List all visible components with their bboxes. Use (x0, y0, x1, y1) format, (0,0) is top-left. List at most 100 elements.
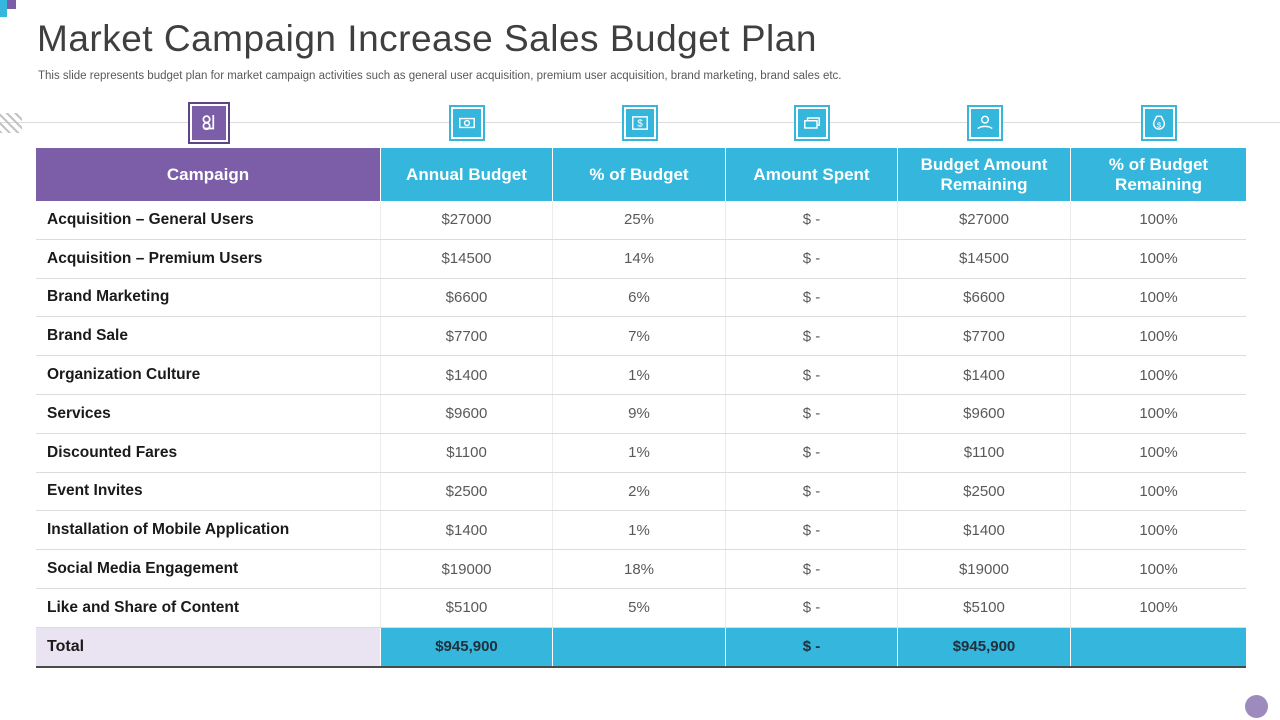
table-row: Brand Sale $7700 7% $ - $7700 100% (36, 317, 1246, 357)
value-cell: $ - (726, 356, 898, 394)
value-cell: 100% (1139, 288, 1178, 306)
value-cell: $ - (726, 588, 898, 627)
campaign-name-cell: Discounted Fares (36, 433, 381, 472)
value-cell: $ - (726, 433, 898, 472)
total-pct-remaining-cell (1071, 627, 1246, 666)
money-bag-icon: $ (1140, 105, 1177, 141)
campaign-name-cell: Event Invites (36, 472, 381, 511)
table-row: Services $9600 9% $ - $9600 100% (36, 394, 1246, 434)
value-cell: $6600 (898, 278, 1071, 317)
value-cell: 100% (1139, 250, 1178, 268)
value-cell: 1% (553, 356, 726, 394)
page-title: Market Campaign Increase Sales Budget Pl… (37, 18, 817, 59)
value-cell: 1% (553, 433, 726, 472)
table-body: Acquisition – General Users $27000 25% $ - $… (36, 201, 1246, 628)
total-amount-spent-cell: $ - (726, 627, 898, 666)
value-cell: $9600 (381, 394, 553, 433)
value-cell: 100% (1139, 482, 1178, 500)
column-header-pct-budget-remaining: % of Budget Remaining (1071, 148, 1246, 201)
table-row: Like and Share of Content $5100 5% $ - $5100… (36, 588, 1246, 628)
value-cell: $1400 (898, 356, 1071, 394)
value-cell: $ - (726, 239, 898, 278)
value-cell: $ - (726, 550, 898, 588)
corner-purple-square (7, 0, 16, 9)
value-cell: 100% (1139, 211, 1178, 229)
value-cell: $2500 (898, 472, 1071, 511)
value-cell: $14500 (381, 239, 553, 278)
value-cell: $ - (726, 472, 898, 511)
value-cell: $2500 (381, 472, 553, 511)
value-cell: $ - (726, 201, 898, 239)
column-header-campaign: Campaign (36, 148, 381, 201)
value-cell: 100% (1139, 599, 1178, 617)
campaign-name-cell: Acquisition – Premium Users (36, 239, 381, 278)
hatch-decoration (0, 113, 22, 133)
hand-money-icon (966, 105, 1003, 141)
campaign-name-cell: Services (36, 394, 381, 433)
value-cell: $7700 (898, 317, 1071, 356)
budget-table: Campaign Annual Budget % of Budget Amoun… (36, 148, 1246, 668)
campaign-name-cell: Brand Sale (36, 317, 381, 356)
svg-text:$: $ (1156, 120, 1161, 129)
total-pct-of-budget-cell (553, 627, 726, 666)
value-cell: 100% (1139, 560, 1178, 578)
value-cell: $7700 (381, 317, 553, 356)
dollar-bill-icon: $ (621, 105, 658, 141)
table-row: Installation of Mobile Application $1400 1… (36, 511, 1246, 551)
table-row: Acquisition – General Users $27000 25% $ - $… (36, 201, 1246, 240)
table-row: Event Invites $2500 2% $ - $2500 100% (36, 472, 1246, 512)
value-cell: 7% (553, 317, 726, 356)
value-cell: 2% (553, 472, 726, 511)
value-cell: $27000 (381, 201, 553, 239)
column-header-amount-spent: Amount Spent (726, 148, 898, 201)
total-budget-remaining-cell: $945,900 (898, 627, 1071, 666)
column-header-pct-of-budget: % of Budget (553, 148, 726, 201)
value-cell: $9600 (898, 394, 1071, 433)
table-row: Brand Marketing $6600 6% $ - $6600 100% (36, 278, 1246, 318)
value-cell: $5100 (381, 588, 553, 627)
total-label-cell: Total (36, 627, 381, 666)
value-cell: 9% (553, 394, 726, 433)
value-cell: $1400 (898, 511, 1071, 550)
table-header-row: Campaign Annual Budget % of Budget Amoun… (36, 148, 1246, 201)
value-cell: $ - (726, 317, 898, 356)
value-cell: 100% (1139, 366, 1178, 384)
value-cell: $14500 (898, 239, 1071, 278)
table-row: Discounted Fares $1100 1% $ - $1100 100% (36, 433, 1246, 473)
value-cell: 5% (553, 588, 726, 627)
table-row: Acquisition – Premium Users $14500 14% $ - $… (36, 239, 1246, 279)
value-cell: 25% (553, 201, 726, 239)
table-row: Social Media Engagement $19000 18% $ - $1900… (36, 550, 1246, 589)
value-cell: $ - (726, 511, 898, 550)
value-cell: $6600 (381, 278, 553, 317)
value-cell: 18% (553, 550, 726, 588)
value-cell: $1400 (381, 356, 553, 394)
table-row: Organization Culture $1400 1% $ - $1400 100% (36, 356, 1246, 395)
column-header-annual-budget: Annual Budget (381, 148, 553, 201)
value-cell: 100% (1139, 327, 1178, 345)
campaign-name-cell: Organization Culture (36, 356, 381, 394)
value-cell: $27000 (898, 201, 1071, 239)
value-cell: $ - (726, 278, 898, 317)
value-cell: $19000 (381, 550, 553, 588)
value-cell: 1% (553, 511, 726, 550)
total-annual-budget-cell: $945,900 (381, 627, 553, 666)
svg-text:$: $ (637, 118, 643, 129)
value-cell: $19000 (898, 550, 1071, 588)
value-cell: 100% (1139, 444, 1178, 462)
campaign-name-cell: Installation of Mobile Application (36, 511, 381, 550)
campaign-name-cell: Brand Marketing (36, 278, 381, 317)
banknote-coins-icon (449, 105, 485, 141)
column-header-budget-amount-remaining: Budget Amount Remaining (898, 148, 1071, 201)
value-cell: 100% (1139, 405, 1178, 423)
value-cell: 100% (1139, 521, 1178, 539)
cash-stack-icon (794, 105, 830, 141)
campaign-name-cell: Social Media Engagement (36, 550, 381, 588)
campaign-name-cell: Acquisition – General Users (36, 201, 381, 239)
page-subtitle: This slide represents budget plan for ma… (38, 70, 842, 82)
money-trolley-icon (187, 102, 230, 144)
value-cell: 6% (553, 278, 726, 317)
value-cell: $1100 (898, 433, 1071, 472)
campaign-name-cell: Like and Share of Content (36, 588, 381, 627)
